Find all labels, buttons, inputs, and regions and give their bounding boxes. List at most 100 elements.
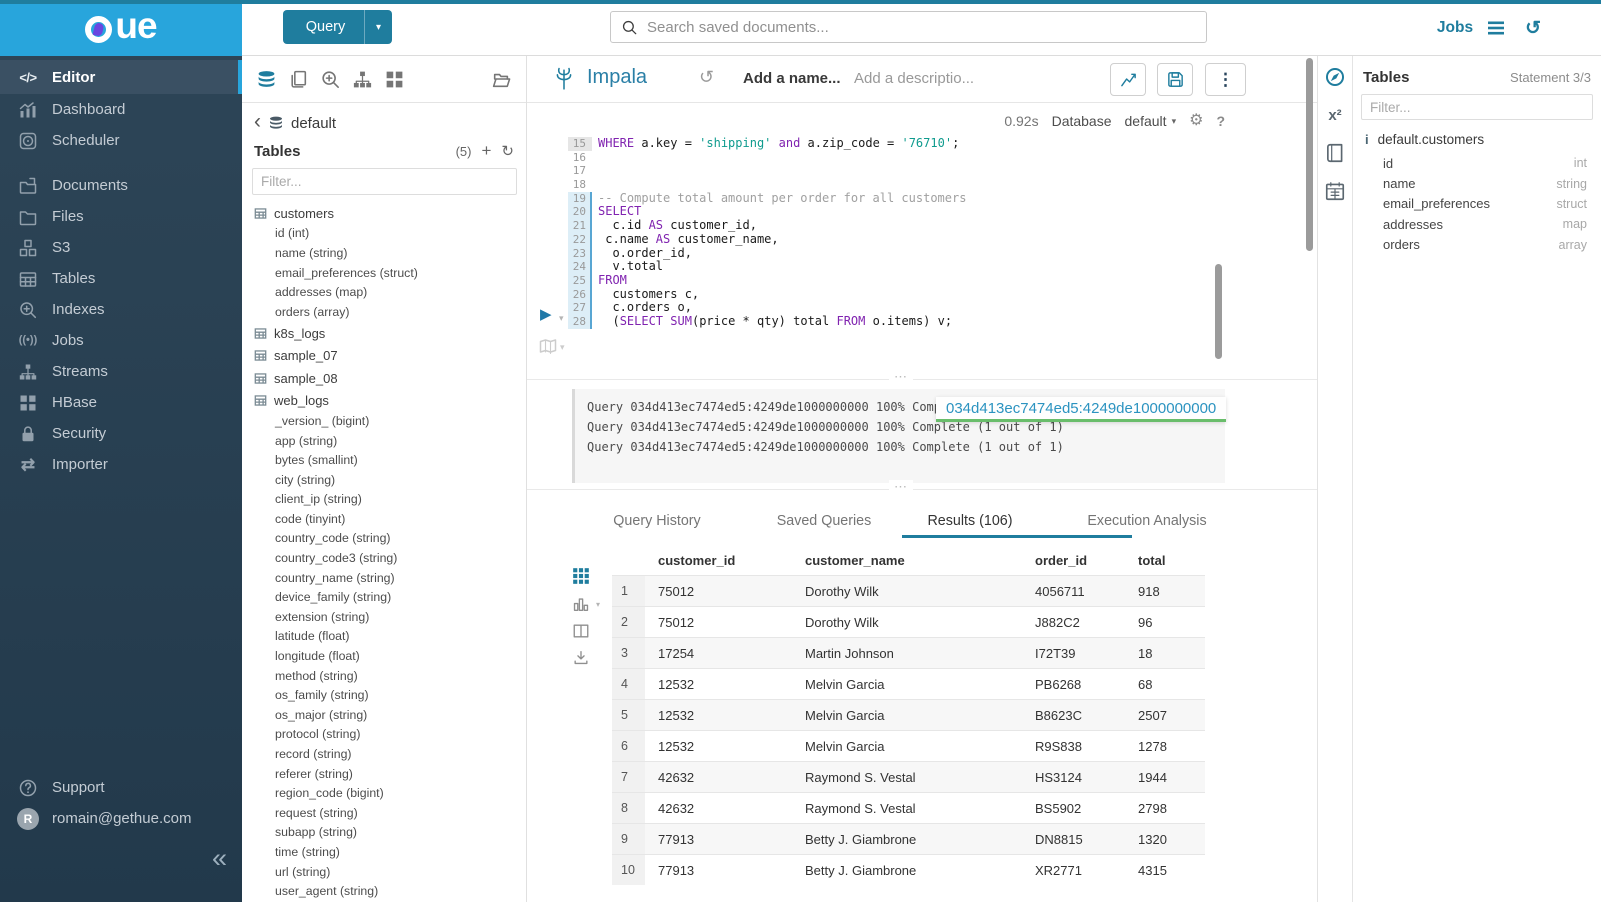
chart-button[interactable] bbox=[1110, 63, 1146, 96]
grid-icon[interactable] bbox=[384, 69, 405, 90]
results-column-header[interactable]: total bbox=[1138, 553, 1166, 568]
db-stack-icon[interactable] bbox=[256, 69, 277, 90]
column-entry[interactable]: longitude (float) bbox=[275, 649, 360, 664]
sidebar-item-scheduler[interactable]: Scheduler bbox=[0, 125, 242, 156]
context-filter-input[interactable] bbox=[1361, 94, 1593, 120]
column-entry[interactable]: orders (array) bbox=[275, 304, 350, 319]
column-entry[interactable]: latitude (float) bbox=[275, 629, 350, 644]
query-description-field[interactable]: Add a descriptio... bbox=[854, 70, 975, 87]
database-select[interactable]: default ▾ bbox=[1124, 113, 1177, 129]
table-entry[interactable]: customers bbox=[254, 202, 526, 224]
column-entry[interactable]: country_code3 (string) bbox=[275, 551, 398, 566]
context-table-row[interactable]: i default.customers bbox=[1353, 129, 1601, 149]
copy-icon[interactable] bbox=[288, 69, 309, 90]
column-entry[interactable]: method (string) bbox=[275, 668, 358, 683]
chart-bars-icon[interactable]: ▾ bbox=[572, 595, 600, 613]
table-entry[interactable]: k8s_logs bbox=[254, 322, 526, 344]
caret-down-icon[interactable]: ▾ bbox=[375, 21, 382, 33]
column-entry[interactable]: protocol (string) bbox=[275, 727, 361, 742]
column-entry[interactable]: extension (string) bbox=[275, 609, 370, 624]
column-entry[interactable]: region_code (bigint) bbox=[275, 786, 384, 801]
tab-results-106[interactable]: Results (106) bbox=[890, 504, 1132, 538]
save-button[interactable] bbox=[1157, 63, 1193, 96]
table-row[interactable]: 9 77913 Betty J. Giambrone DN8815 1320 bbox=[612, 823, 1205, 854]
columns-icon[interactable] bbox=[572, 622, 590, 640]
execute-options-caret[interactable]: ▾ bbox=[559, 313, 564, 323]
column-entry[interactable]: id (int) bbox=[275, 226, 310, 241]
column-entry[interactable]: name (string) bbox=[275, 245, 348, 260]
column-entry[interactable]: record (string) bbox=[275, 747, 352, 762]
table-row[interactable]: 7 42632 Raymond S. Vestal HS3124 1944 bbox=[612, 761, 1205, 792]
column-entry[interactable]: os_family (string) bbox=[275, 688, 369, 703]
sidebar-item-jobs[interactable]: ((•)) Jobs bbox=[0, 325, 242, 356]
column-entry[interactable]: _version_ (bigint) bbox=[275, 413, 370, 428]
sitemap-icon[interactable] bbox=[352, 69, 373, 90]
refresh-icon[interactable]: ↻ bbox=[501, 143, 514, 160]
query-name-field[interactable]: Add a name... bbox=[743, 70, 841, 87]
tab-query-history[interactable]: Query History bbox=[613, 513, 701, 529]
calendar-icon[interactable] bbox=[1324, 180, 1346, 202]
column-entry[interactable]: bytes (smallint) bbox=[275, 453, 358, 468]
book-icon[interactable] bbox=[1324, 142, 1346, 164]
query-button[interactable]: Query ▾ bbox=[283, 10, 392, 44]
sidebar-item-indexes[interactable]: Indexes bbox=[0, 294, 242, 325]
editor-history-icon[interactable]: ↺ bbox=[699, 67, 715, 87]
table-filter-input[interactable] bbox=[252, 168, 517, 195]
editor-scrollbar[interactable] bbox=[1215, 264, 1222, 359]
back-icon[interactable]: ‹ bbox=[254, 110, 261, 133]
context-column-row[interactable]: name string bbox=[1383, 176, 1587, 192]
sidebar-item-hbase[interactable]: HBase bbox=[0, 387, 242, 418]
collapse-sidebar-icon[interactable]: « bbox=[211, 843, 227, 873]
resize-handle[interactable]: ⋯ bbox=[889, 480, 913, 493]
zoom-in-icon[interactable] bbox=[320, 69, 341, 90]
execute-button[interactable]: ▶ bbox=[540, 306, 552, 323]
sidebar-item-security[interactable]: Security bbox=[0, 418, 242, 449]
column-entry[interactable]: subapp (string) bbox=[275, 825, 358, 840]
table-row[interactable]: 1 75012 Dorothy Wilk 4056711 918 bbox=[612, 575, 1205, 606]
table-entry[interactable]: web_logs bbox=[254, 390, 526, 412]
jobs-link[interactable]: Jobs bbox=[1436, 19, 1474, 36]
help-icon[interactable]: ? bbox=[1216, 113, 1225, 129]
column-entry[interactable]: client_ip (string) bbox=[275, 492, 362, 507]
column-entry[interactable]: code (tinyint) bbox=[275, 511, 346, 526]
column-entry[interactable]: user_agent (string) bbox=[275, 884, 379, 899]
column-entry[interactable]: app (string) bbox=[275, 433, 338, 448]
sidebar-item-tables[interactable]: Tables bbox=[0, 263, 242, 294]
more-actions-button[interactable]: ⋮ bbox=[1205, 63, 1246, 96]
column-entry[interactable]: os_major (string) bbox=[275, 707, 368, 722]
results-column-header[interactable]: customer_id bbox=[658, 553, 736, 568]
column-entry[interactable]: addresses (map) bbox=[275, 285, 368, 300]
settings-icon[interactable]: ⚙ bbox=[1189, 112, 1204, 129]
resize-handle[interactable]: ⋯ bbox=[889, 370, 913, 383]
column-entry[interactable]: referer (string) bbox=[275, 766, 353, 781]
column-entry[interactable]: device_family (string) bbox=[275, 590, 392, 605]
code-editor[interactable]: 15 WHERE a.key = 'shipping' and a.zip_cod… bbox=[527, 136, 966, 329]
column-entry[interactable]: country_code (string) bbox=[275, 531, 391, 546]
tab-saved-queries[interactable]: Saved Queries bbox=[776, 513, 872, 529]
column-entry[interactable]: url (string) bbox=[275, 864, 331, 879]
column-entry[interactable]: time (string) bbox=[275, 844, 340, 859]
table-row[interactable]: 6 12532 Melvin Garcia R9S838 1278 bbox=[612, 730, 1205, 761]
column-entry[interactable]: email_preferences (struct) bbox=[275, 265, 418, 280]
column-entry[interactable]: city (string) bbox=[275, 472, 336, 487]
sidebar-item-files[interactable]: Files bbox=[0, 201, 242, 232]
compass-icon[interactable] bbox=[1324, 66, 1346, 88]
search-input[interactable] bbox=[647, 18, 1196, 36]
context-column-row[interactable]: addresses map bbox=[1383, 216, 1587, 232]
sidebar-item-editor[interactable]: </> Editor bbox=[0, 60, 242, 94]
sidebar-item-dashboard[interactable]: Dashboard bbox=[0, 94, 242, 125]
sidebar-item-importer[interactable]: ⇄ Importer bbox=[0, 449, 242, 480]
table-row[interactable]: 2 75012 Dorothy Wilk J882C2 96 bbox=[612, 606, 1205, 637]
table-row[interactable]: 3 17254 Martin Johnson I72T39 18 bbox=[612, 637, 1205, 668]
sidebar-item-documents[interactable]: Documents bbox=[0, 170, 242, 201]
sidebar-item-support[interactable]: Support bbox=[0, 772, 242, 803]
presentation-options-caret[interactable]: ▾ bbox=[560, 342, 565, 352]
table-entry[interactable]: sample_07 bbox=[254, 345, 526, 367]
main-scrollbar[interactable] bbox=[1306, 58, 1313, 251]
context-column-row[interactable]: id int bbox=[1383, 155, 1587, 171]
context-column-row[interactable]: orders array bbox=[1383, 237, 1587, 253]
folder-open-icon[interactable] bbox=[491, 69, 512, 90]
table-row[interactable]: 4 12532 Melvin Garcia PB6268 68 bbox=[612, 668, 1205, 699]
tab-execution-analysis[interactable]: Execution Analysis bbox=[1087, 513, 1207, 529]
sidebar-item-streams[interactable]: Streams bbox=[0, 356, 242, 387]
